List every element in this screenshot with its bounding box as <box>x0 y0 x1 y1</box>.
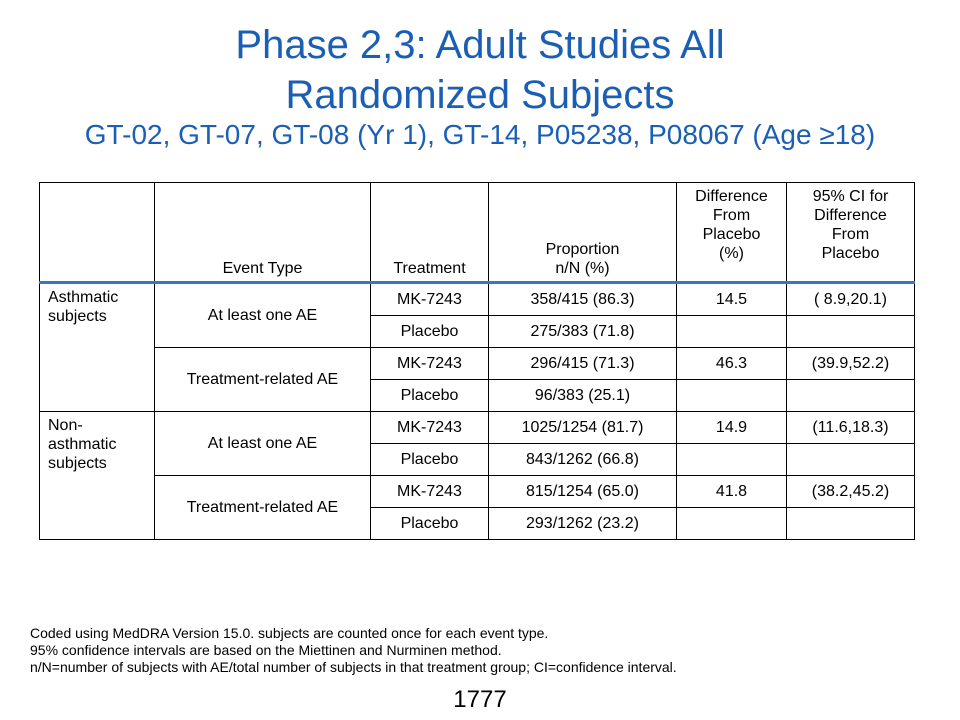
ci-cell <box>786 379 915 412</box>
ci-cell: (39.9,52.2) <box>786 347 915 380</box>
ci-cell <box>786 443 915 476</box>
footnote: n/N=number of subjects with AE/total num… <box>30 659 677 675</box>
group-label-line: subjects <box>48 308 107 325</box>
header-proportion-line: n/N (%) <box>555 260 610 277</box>
table-row: Placebo 275/383 (71.8) <box>40 315 915 348</box>
treatment-cell: Placebo <box>370 507 489 540</box>
treatment-cell: Placebo <box>370 443 489 476</box>
table-row: Placebo 293/1262 (23.2) <box>40 507 915 540</box>
event-type-cell: At least one AE <box>154 282 371 348</box>
table-row: Treatment-related AE MK-7243 815/1254 (6… <box>40 475 915 540</box>
ci-cell: ( 8.9,20.1) <box>786 282 915 316</box>
treatment-cell: MK-7243 <box>370 347 489 380</box>
table-row: Placebo 843/1262 (66.8) <box>40 443 915 476</box>
difference-cell <box>676 507 787 540</box>
header-group-cell <box>39 182 155 284</box>
ci-cell: (11.6,18.3) <box>786 411 915 444</box>
table-row: Non- asthmatic subjects At least one AE … <box>39 411 915 540</box>
treatment-cell: Placebo <box>370 379 489 412</box>
footnote: 95% confidence intervals are based on th… <box>30 642 502 658</box>
proportion-cell: 815/1254 (65.0) <box>488 475 677 508</box>
treatment-cell: MK-7243 <box>370 411 489 444</box>
header-ci-line: 95% CI for <box>812 188 889 205</box>
ci-cell <box>786 315 915 348</box>
event-type-cell: At least one AE <box>154 411 371 476</box>
header-proportion: Proportion n/N (%) <box>488 182 677 284</box>
header-ci: 95% CI for Difference From Placebo <box>786 182 915 284</box>
difference-cell: 14.9 <box>676 411 787 444</box>
group-label-line: asthmatic <box>48 436 117 453</box>
difference-cell <box>676 379 787 412</box>
page-number: 1777 <box>453 686 507 713</box>
group-label-line: subjects <box>48 455 107 472</box>
header-ci-line: Placebo <box>821 245 880 262</box>
difference-cell: 14.5 <box>676 282 787 316</box>
difference-cell: 46.3 <box>676 347 787 380</box>
ci-cell: (38.2,45.2) <box>786 475 915 508</box>
ci-cell <box>786 507 915 540</box>
header-difference-line: Placebo <box>702 226 761 243</box>
header-difference-line: From <box>712 207 751 224</box>
difference-cell <box>676 315 787 348</box>
table-header-row: Event Type Treatment Proportion n/N (%) … <box>39 182 915 284</box>
proportion-cell: 96/383 (25.1) <box>488 379 677 412</box>
header-difference-line: Difference <box>695 188 768 205</box>
header-event-type: Event Type <box>154 182 371 284</box>
proportion-cell: 293/1262 (23.2) <box>488 507 677 540</box>
group-label-asthmatic: Asthmatic subjects <box>39 282 155 412</box>
header-difference-line: (%) <box>719 245 744 262</box>
slide-subtitle: GT-02, GT-07, GT-08 (Yr 1), GT-14, P0523… <box>84 119 876 150</box>
proportion-cell: 358/415 (86.3) <box>488 282 677 316</box>
group-label-non-asthmatic: Non- asthmatic subjects <box>39 411 155 540</box>
group-label-line: Non- <box>48 417 83 434</box>
proportion-cell: 275/383 (71.8) <box>488 315 677 348</box>
proportion-cell: 843/1262 (66.8) <box>488 443 677 476</box>
proportion-cell: 1025/1254 (81.7) <box>488 411 677 444</box>
difference-cell: 41.8 <box>676 475 787 508</box>
header-ci-line: From <box>831 226 870 243</box>
footnote: Coded using MedDRA Version 15.0. subject… <box>30 625 549 641</box>
table-row: Treatment-related AE MK-7243 296/415 (71… <box>40 347 915 412</box>
treatment-cell: MK-7243 <box>370 475 489 508</box>
event-type-cell: Treatment-related AE <box>154 347 371 412</box>
event-type-cell: Treatment-related AE <box>154 475 371 540</box>
header-treatment: Treatment <box>370 182 489 284</box>
treatment-cell: MK-7243 <box>370 282 489 316</box>
adverse-events-table: Event Type Treatment Proportion n/N (%) … <box>39 182 915 540</box>
difference-cell <box>676 443 787 476</box>
group-label-line: Asthmatic <box>48 289 119 306</box>
header-proportion-line: Proportion <box>545 241 620 258</box>
footnotes: Coded using MedDRA Version 15.0. subject… <box>30 625 677 676</box>
slide-title-line-2: Randomized Subjects <box>285 73 675 117</box>
proportion-cell: 296/415 (71.3) <box>488 347 677 380</box>
slide-title-line-1: Phase 2,3: Adult Studies All <box>235 23 725 67</box>
header-ci-line: Difference <box>814 207 887 224</box>
treatment-cell: Placebo <box>370 315 489 348</box>
table-row: Asthmatic subjects At least one AE MK-72… <box>39 282 915 412</box>
header-difference: Difference From Placebo (%) <box>676 182 787 284</box>
